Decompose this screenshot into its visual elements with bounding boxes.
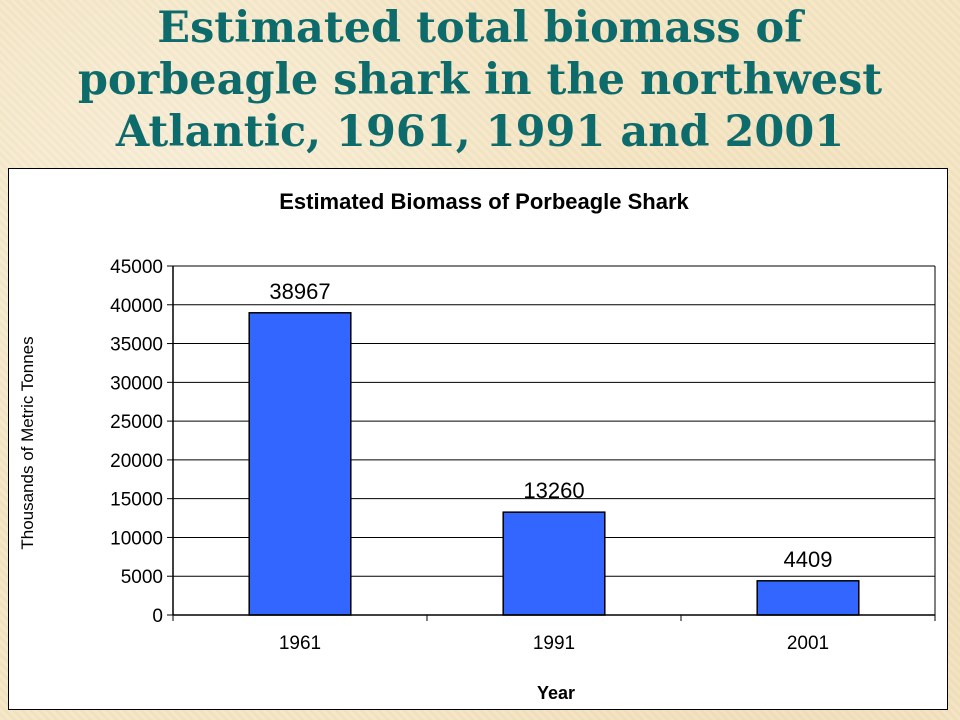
bar-1961: [248, 312, 352, 616]
bar-chart: Estimated Biomass of Porbeagle Shark 0 50…: [18, 189, 936, 703]
x-tick-label-2001: 2001: [787, 633, 829, 654]
axes: [167, 265, 936, 621]
y-tick-label: 40000: [110, 296, 163, 317]
x-tick-label-1961: 1961: [279, 633, 321, 654]
slide-title-line-2: porbeagle shark in the northwest: [77, 55, 883, 105]
chart-container: Estimated Biomass of Porbeagle Shark 0 50…: [8, 168, 948, 710]
data-label-1991: 13260: [523, 478, 584, 503]
y-tick-label: 5000: [121, 567, 163, 588]
data-labels: 38967 13260 4409: [269, 279, 832, 572]
y-tick-label: 10000: [110, 528, 163, 549]
slide-title-line-1: Estimated total biomass of: [157, 3, 803, 53]
y-tick-label: 30000: [110, 373, 163, 394]
y-tick-label: 15000: [110, 490, 163, 511]
x-axis-title: Year: [537, 683, 575, 703]
x-tick-label-1991: 1991: [533, 633, 575, 654]
bars: [248, 312, 860, 616]
x-tick-labels: 1961 1991 2001: [279, 633, 829, 654]
bar-1991: [502, 511, 606, 616]
data-label-2001: 4409: [784, 547, 833, 572]
y-axis-title: Thousands of Metric Tonnes: [18, 336, 37, 549]
y-tick-label: 35000: [110, 335, 163, 356]
data-label-1961: 38967: [269, 279, 330, 304]
y-tick-label: 25000: [110, 412, 163, 433]
chart-title: Estimated Biomass of Porbeagle Shark: [279, 189, 689, 214]
y-tick-label: 45000: [110, 257, 163, 278]
y-tick-label: 20000: [110, 451, 163, 472]
bar-2001: [756, 580, 860, 616]
y-tick-label: 0: [152, 606, 163, 627]
y-tick-labels: 0 5000 10000 15000 20000 25000 30000 35000 40000…: [110, 257, 163, 627]
slide-title-line-3: Atlantic, 1961, 1991 and 2001: [115, 107, 845, 157]
slide-title: Estimated total biomass of porbeagle sha…: [0, 2, 960, 158]
